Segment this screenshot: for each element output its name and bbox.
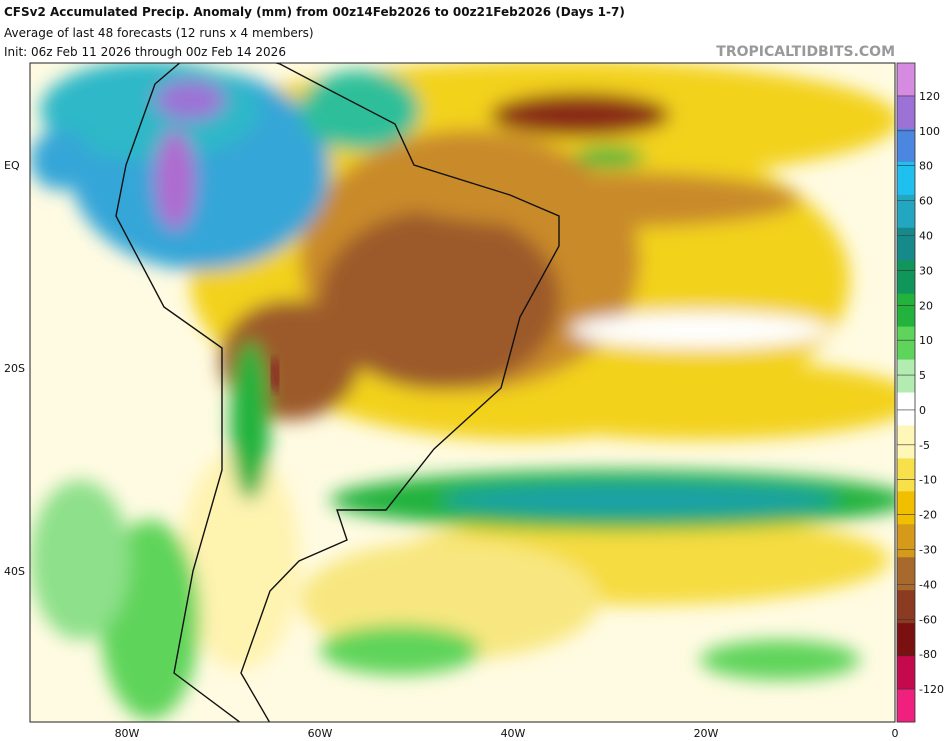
watermark: TROPICALTIDBITS.COM: [716, 44, 895, 60]
lon-label: 0: [892, 727, 899, 740]
colorbar-swatch: [897, 161, 915, 196]
colorbar-label: -5: [919, 439, 930, 452]
lat-labels: EQ 20S 40S: [4, 159, 25, 578]
colorbar-swatch: [897, 425, 915, 459]
colorbar-label: 100: [919, 125, 940, 138]
colorbar-label: 10: [919, 334, 933, 347]
lon-label: 20W: [694, 727, 719, 740]
lat-label: 20S: [4, 362, 25, 375]
colorbar-label: 30: [919, 264, 933, 277]
coastline: [115, 63, 560, 722]
colorbar-swatch: [897, 590, 915, 624]
colorbar-label: -40: [919, 578, 937, 591]
colorbar-label: 5: [919, 369, 926, 382]
colorbar-swatch: [897, 392, 915, 426]
lon-label: 80W: [115, 727, 140, 740]
colorbar-swatch: [897, 524, 915, 558]
colorbar-label: -30: [919, 543, 937, 556]
colorbar-label: -80: [919, 648, 937, 661]
lon-labels: 80W 60W 40W 20W 0: [115, 727, 899, 740]
title: CFSv2 Accumulated Precip. Anomaly (mm) f…: [4, 5, 625, 19]
init-time: Init: 06z Feb 11 2026 through 00z Feb 14…: [4, 45, 286, 59]
colorbar-swatch: [897, 656, 915, 690]
colorbar-label: -10: [919, 474, 937, 487]
lon-label: 40W: [501, 727, 526, 740]
colorbar-swatch: [897, 63, 915, 97]
colorbar-swatch: [897, 95, 915, 130]
lat-label: 40S: [4, 565, 25, 578]
colorbar-swatch: [897, 326, 915, 361]
colorbar-frame: [896, 62, 916, 723]
colorbar-label: -120: [919, 683, 944, 696]
colorbar-label: 0: [919, 404, 926, 417]
colorbar-label: -60: [919, 613, 937, 626]
colorbar-swatch: [897, 227, 915, 262]
colorbar-label: 120: [919, 90, 940, 103]
subtitle: Average of last 48 forecasts (12 runs x …: [4, 26, 314, 40]
colorbar-label: 80: [919, 160, 933, 173]
colorbar-label: -20: [919, 509, 937, 522]
map-field: [30, 63, 895, 722]
colorbar-swatch: [897, 557, 915, 591]
colorbar-swatch: [897, 458, 915, 492]
colorbar-swatch: [897, 293, 915, 328]
colorbar-swatch: [897, 491, 915, 525]
lat-label: EQ: [4, 159, 20, 172]
colorbar-swatch: [897, 623, 915, 657]
colorbar-label: 40: [919, 230, 933, 243]
map-frame: [29, 62, 896, 723]
colorbar-swatch: [897, 194, 915, 229]
colorbar-swatch: [897, 260, 915, 295]
colorbar-swatch: [897, 689, 915, 723]
colorbar-label: 60: [919, 195, 933, 208]
colorbar: 120 100 80 60 40 30 20 10 5 0 -5 -10 -20 -30 -40 -60 -80…: [896, 62, 944, 723]
lon-label: 60W: [308, 727, 333, 740]
colorbar-swatch: [897, 359, 915, 393]
colorbar-swatch: [897, 128, 915, 163]
colorbar-label: 20: [919, 299, 933, 312]
